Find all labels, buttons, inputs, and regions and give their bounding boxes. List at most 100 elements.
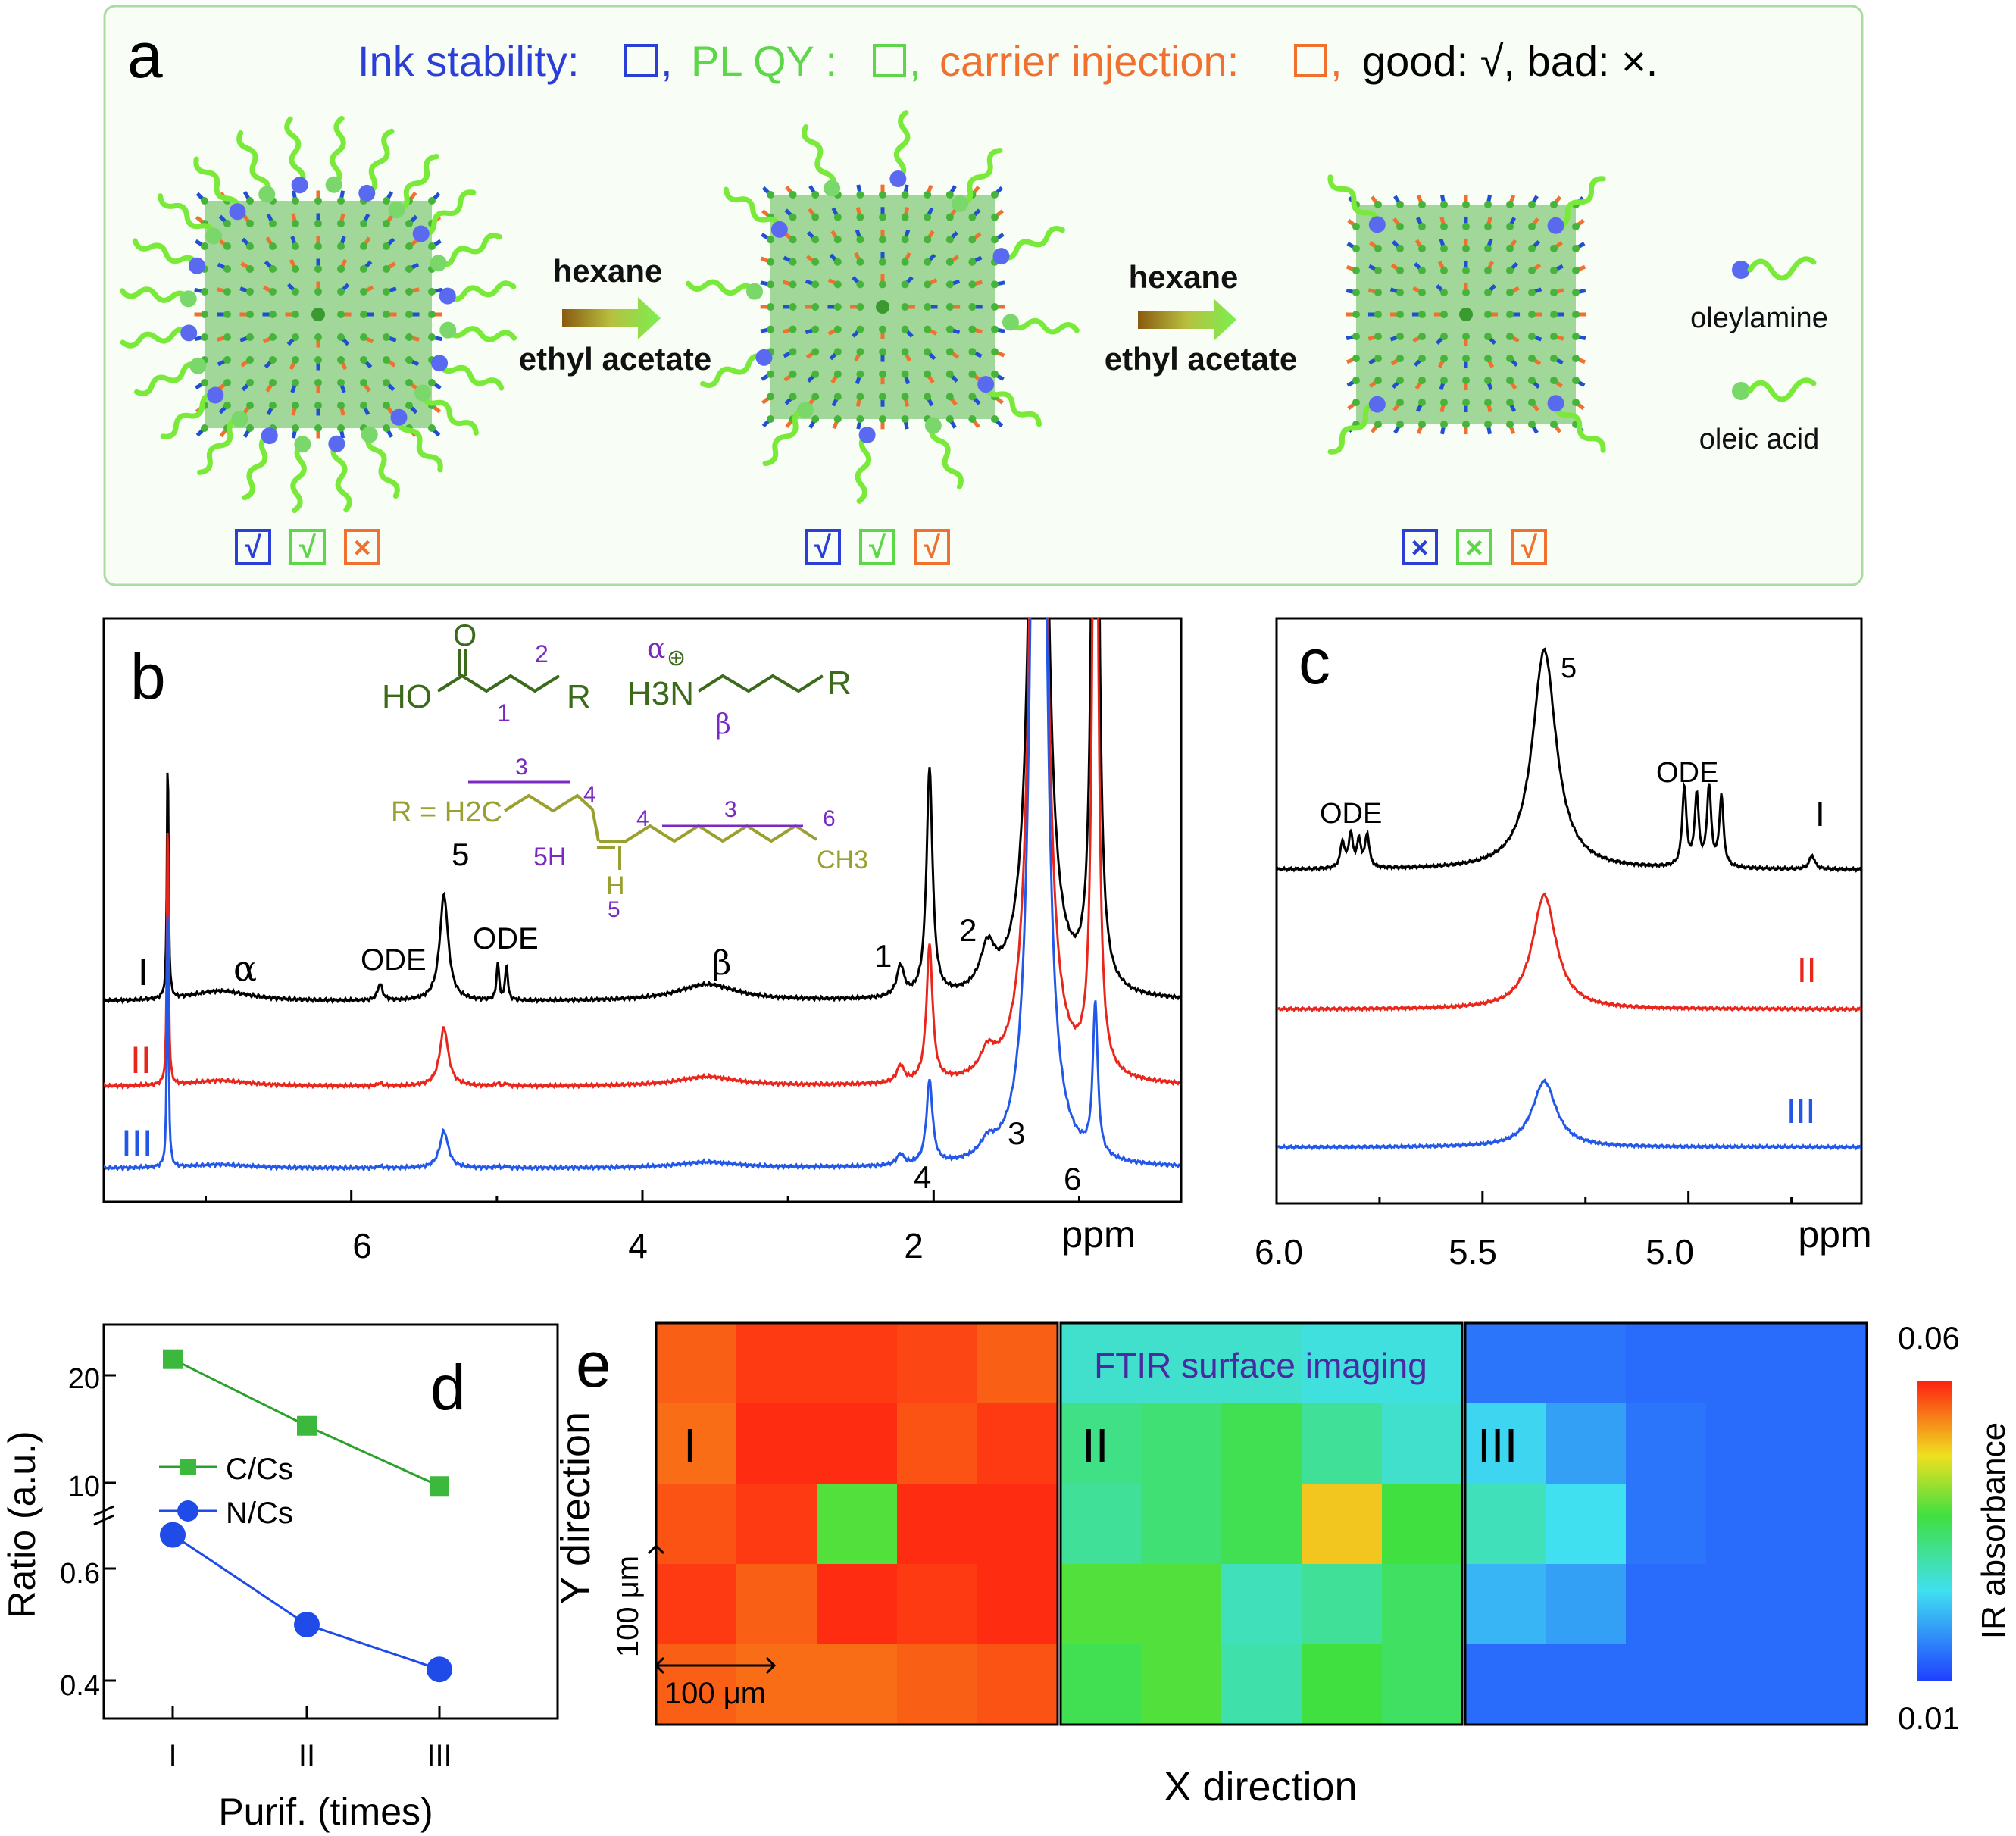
step-1-ethyl-acetate: ethyl acetate <box>519 341 711 377</box>
crystal-atom <box>856 213 864 221</box>
crystal-atom <box>901 348 909 356</box>
ligand-tail <box>197 416 242 475</box>
crystal-atom <box>856 191 864 199</box>
crystal-atom <box>292 379 299 386</box>
d-ytick-0-6: 0.6 <box>60 1558 100 1590</box>
crystal-atom <box>383 311 390 318</box>
crystal-atom <box>360 288 367 296</box>
point-n-cs <box>294 1612 320 1637</box>
crystal-atom <box>246 197 254 205</box>
crystal-atom <box>1550 289 1558 296</box>
map-cell <box>977 1484 1058 1565</box>
crystal-atom <box>924 303 932 311</box>
crystal-atom <box>1418 377 1426 384</box>
ligand-legend: oleylamine oleic acid <box>1690 256 1828 455</box>
crystal-atom <box>1484 223 1492 230</box>
crystal-atom <box>246 333 254 341</box>
crystal-atom <box>1352 245 1360 252</box>
crystal-atom <box>1396 377 1404 384</box>
axis-break <box>93 1505 114 1517</box>
crystal-atom <box>945 191 954 199</box>
oleylamine-head <box>1368 396 1386 413</box>
oleylamine-head <box>188 257 205 274</box>
map-cell <box>1786 1403 1868 1484</box>
ligand-tail <box>445 280 517 302</box>
r-chain-label: R = H2C <box>391 796 502 828</box>
scale-y-label: 100 μm <box>611 1556 645 1657</box>
crystal-atom <box>1352 223 1360 230</box>
ligand-tail <box>957 147 1003 207</box>
crystal-atom <box>1572 245 1580 252</box>
crystal-atom <box>1462 289 1470 296</box>
crystal-atom <box>879 348 886 356</box>
crystal-atom <box>269 333 277 341</box>
map-cell <box>1382 1323 1463 1404</box>
status-box <box>914 529 950 565</box>
crystal-atom <box>945 280 954 289</box>
crystal-atom <box>1396 333 1404 340</box>
crystal-atom <box>201 424 208 432</box>
crystal-atom <box>833 303 842 311</box>
crystal-atom <box>1352 399 1360 406</box>
crystal-atom <box>1418 421 1426 428</box>
crystal-atom <box>1440 333 1448 340</box>
scale-arrow-icon <box>654 1656 665 1675</box>
crystal-atom <box>1352 267 1360 274</box>
nmr-zoom-spectrum-I <box>1277 647 1861 873</box>
crystal-atom <box>924 280 932 289</box>
crystal-atom <box>1352 377 1360 384</box>
crystal-atom <box>360 333 367 341</box>
crystal-atom <box>337 356 345 364</box>
crystal-atom <box>1528 201 1536 208</box>
status-box <box>1402 529 1438 565</box>
crystal-atom <box>201 379 208 386</box>
scale-x-label: 100 μm <box>664 1677 766 1710</box>
ligand-tail <box>119 286 192 303</box>
crystal-atom <box>269 220 277 227</box>
c-x-unit: ppm <box>1798 1213 1871 1256</box>
crystal-atom <box>968 280 977 289</box>
crystal-atom <box>856 258 864 266</box>
crystal-atom <box>968 258 977 266</box>
ligand-tail <box>236 130 271 197</box>
crystal-atom <box>269 379 277 386</box>
oleic-acid-head <box>796 402 814 419</box>
crystal-atom <box>1572 333 1580 340</box>
check-icon: √ <box>814 531 832 565</box>
crystal-atom <box>428 197 436 205</box>
crystal-atom <box>1506 311 1514 318</box>
acid-R: R <box>567 678 591 715</box>
crystal-atom <box>405 402 413 409</box>
crystal-atom <box>1462 355 1470 362</box>
crystal-atom <box>1484 311 1492 318</box>
map-cell <box>1706 1484 1787 1565</box>
map-cell <box>1302 1323 1383 1404</box>
oleic-acid-tail-icon <box>1747 377 1817 402</box>
crystal-atom <box>246 424 254 432</box>
panel-d-frame <box>102 1323 559 1720</box>
status-box <box>235 529 271 565</box>
c-peak-label-5: 5 <box>1561 652 1577 684</box>
crystal-atom <box>337 265 345 273</box>
map-cell <box>1465 1323 1546 1404</box>
ligand-tail <box>418 189 477 237</box>
cross-icon: × <box>1465 531 1483 565</box>
crystal-atom <box>1484 399 1492 406</box>
map-cell <box>1626 1564 1707 1645</box>
crystal-atom <box>968 325 977 333</box>
crystal-atom <box>1418 201 1426 208</box>
c-curve-label-II: II <box>1797 950 1817 990</box>
map-cell <box>977 1644 1058 1725</box>
amine-R: R <box>827 665 852 702</box>
colorbar-min: 0.01 <box>1898 1700 1960 1736</box>
crystal-atom <box>405 288 413 296</box>
crystal-atom <box>1506 289 1514 296</box>
ligand-tail <box>193 156 241 214</box>
crystal-atom <box>360 379 367 386</box>
crystal-atom <box>314 356 322 364</box>
oleic-acid-head <box>952 195 969 212</box>
colorbar-max: 0.06 <box>1898 1320 1960 1356</box>
crystal-atom <box>991 213 999 221</box>
crystal-atom <box>856 415 864 423</box>
ligand-tail <box>395 414 443 473</box>
